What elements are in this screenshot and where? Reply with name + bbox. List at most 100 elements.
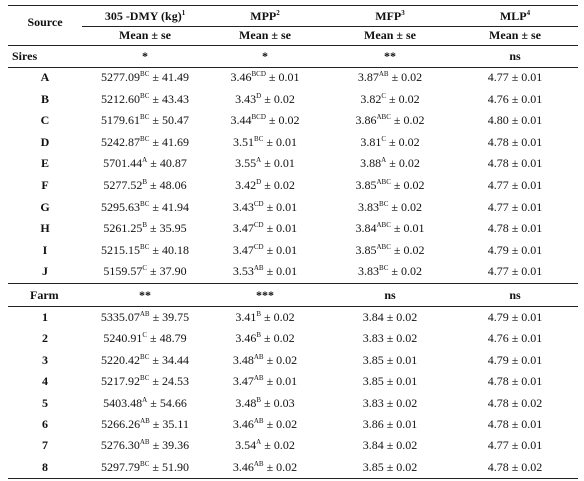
cell-text: 3.42 [235,178,257,192]
data-cell: 3.88A ± 0.02 [360,156,420,171]
data-cell: 4.78 ± 0.01 [487,134,543,149]
cell-text: 3.46 [232,417,254,431]
cell-text: 3.87 [357,70,379,84]
data-cell: 3.84 ± 0.02 [362,438,418,453]
data-cell: 3.55A ± 0.01 [235,157,295,170]
row-label: 3 [42,352,48,367]
superscript: BC [140,199,150,208]
superscript: BC [140,70,150,78]
data-cell: 3.82C ± 0.02 [360,91,419,105]
cell-text: 5212.60 [101,91,141,106]
cell-se: ± 0.02 [264,438,295,453]
superscript: AB [140,417,150,425]
cell-text: 5295.63 [101,199,141,214]
data-cell: 3.86 ± 0.01 [362,417,418,431]
superscript: B [256,310,262,318]
cell-text: MPP [250,9,277,23]
data-cell: 3.83BC ± 0.02 [358,264,422,279]
data-cell: 4.79 ± 0.01 [487,310,543,324]
cell-text: 5701.44 [103,156,143,171]
data-cell: 3.53AB ± 0.01 [232,264,298,279]
superscript: B [142,178,148,186]
superscript: BCD [251,113,266,122]
cell-text: 5403.48 [103,395,143,410]
cell-se: ± 0.02 [389,156,420,171]
row-label: C [40,113,50,128]
cell-text: 3.46 [235,331,257,346]
cell-se: ± 50.47 [152,113,189,128]
superscript: 1 [181,9,186,17]
cell-se: ± 41.69 [152,134,189,149]
data-cell: 5212.60BC ± 43.43 [101,91,189,106]
data-cell: 4.77 ± 0.01 [487,438,543,453]
data-cell: 3.41B ± 0.02 [235,310,294,324]
rule [8,45,578,46]
superscript: C [381,91,387,100]
superscript: B [256,331,262,340]
data-cell: 4.78 ± 0.01 [487,417,543,431]
cell-text: 3.46 [232,459,254,474]
data-cell: 4.79 ± 0.01 [487,352,543,367]
cell-text: 3.43 [232,199,254,214]
superscript: A [256,438,262,447]
data-cell: 5179.61BC ± 50.47 [101,113,189,128]
data-cell: 5276.30AB ± 39.36 [100,438,189,453]
data-cell: 5277.52B ± 48.06 [103,178,186,192]
cell-text: 5261.25 [103,221,143,236]
cell-text: 5335.07 [100,310,140,324]
data-cell: 4.78 ± 0.01 [487,156,543,171]
cell-text: 3.83 [358,264,380,279]
header-cell: MLP4 [500,9,531,23]
cell-se: ± 0.01 [266,264,298,279]
cell-se: ± 0.01 [266,221,298,236]
data-cell: 3.85ABC ± 0.02 [356,243,425,256]
cell-se: ± 0.01 [266,199,298,214]
superscript: AB [253,264,264,273]
row-label: F [41,178,49,192]
superscript: BC [140,134,150,143]
data-cell: 3.51BC ± 0.01 [233,135,297,148]
data-cell: 3.48AB ± 0.02 [233,353,297,366]
data-cell: 5403.48A ± 54.66 [103,395,187,410]
data-cell: 5266.26AB ± 35.11 [101,417,189,431]
significance: *** [256,288,274,302]
data-cell: 3.54A ± 0.02 [235,438,295,453]
data-cell: 3.44BCD ± 0.02 [230,113,300,128]
superscript: 4 [526,9,531,17]
cell-se: ± 0.01 [393,221,425,236]
data-cell: 3.43CD ± 0.01 [232,199,298,214]
data-cell: 4.80 ± 0.01 [487,113,543,128]
cell-text: 5276.30 [100,438,140,453]
section-label: Sires [12,49,38,63]
cell-text: 3.53 [232,264,254,279]
data-cell: 3.86ABC ± 0.02 [356,113,425,127]
header-cell: MFP3 [375,10,405,23]
header-cell: MPP2 [250,9,280,23]
superscript: AB [253,417,264,425]
cell-se: ± 43.43 [152,91,189,106]
superscript: BC [140,242,150,251]
cell-text: Source [27,15,63,29]
cell-text: 3.44 [230,113,252,128]
superscript: A [142,156,148,165]
data-cell: 3.85ABC ± 0.02 [356,178,425,192]
data-cell: 3.47CD ± 0.01 [232,242,297,257]
data-cell: 3.46BCD ± 0.01 [231,70,300,84]
cell-text: 3.48 [235,395,257,410]
data-cell: 5295.63BC ± 41.94 [101,199,189,214]
superscript: BCD [251,70,266,78]
cell-text: 3.47 [232,242,254,257]
cell-text: 3.83 [358,199,380,214]
rule [8,305,578,307]
cell-se: ± 0.02 [393,178,425,192]
cell-se: ± 0.02 [391,70,423,84]
data-cell: 3.46AB ± 0.02 [232,459,297,474]
data-cell: 5217.92BC ± 24.53 [101,375,189,388]
superscript: BC [140,113,150,122]
cell-se: ± 54.66 [150,395,187,410]
data-cell: 4.77 ± 0.01 [487,199,543,214]
cell-se: ± 41.94 [152,199,189,214]
superscript: C [142,264,148,273]
superscript: ABC [376,113,391,122]
superscript: AB [253,374,264,383]
